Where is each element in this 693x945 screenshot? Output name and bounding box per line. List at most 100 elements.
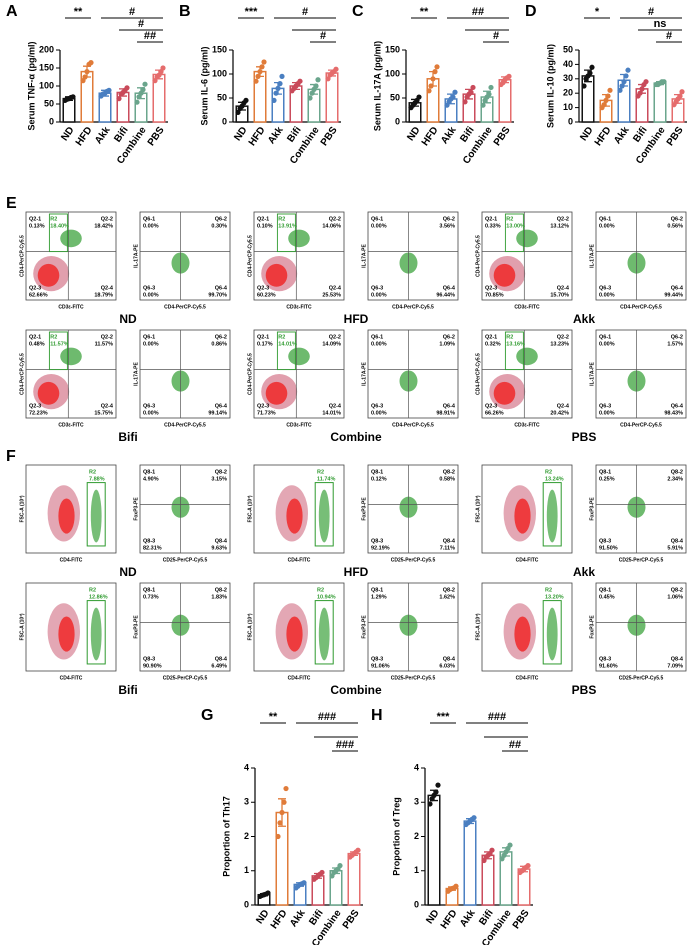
quadrant-label: 92.19%	[371, 545, 390, 551]
quadrant-label: 2.34%	[667, 476, 683, 482]
x-tick-label: Akk	[439, 125, 459, 147]
quadrant-label: 0.00%	[599, 410, 615, 416]
data-point	[253, 78, 259, 84]
y-tick-label: 0	[568, 116, 573, 126]
y-tick-label: 1	[414, 865, 419, 875]
quadrant-label: 13.24%	[545, 476, 564, 482]
flow-y-axis-label: CD4-PerCP-Cy5.5	[475, 235, 481, 277]
event-cloud	[37, 263, 60, 287]
quadrant-label: 71.73%	[257, 410, 276, 416]
flow-x-axis-label: CD4-FITC	[60, 675, 83, 681]
data-point	[623, 73, 629, 79]
y-tick-label: 150	[39, 62, 54, 72]
quadrant-label: 14.01%	[278, 341, 297, 347]
significance-label: ##	[472, 6, 484, 18]
quadrant-label: Q2-2	[557, 334, 569, 340]
flow-y-axis-label: FSC-A (10³)	[19, 613, 25, 640]
group-label: Bifi	[118, 430, 137, 444]
data-point	[617, 87, 623, 93]
quadrant-label: 0.25%	[599, 476, 615, 482]
quadrant-label: Q2-2	[557, 216, 569, 222]
quadrant-label: Q6-3	[371, 285, 383, 291]
data-point	[279, 73, 285, 79]
flow-y-axis-label: FoxP3-PE	[589, 615, 595, 639]
data-point	[433, 789, 439, 795]
y-axis-label: Serum IL-6 (pg/ml)	[199, 46, 209, 125]
quadrant-label: Q8-2	[215, 469, 227, 475]
significance-label: **	[420, 6, 429, 18]
significance-label: #	[302, 6, 308, 18]
quadrant-label: 7.09%	[667, 663, 683, 669]
quadrant-label: Q8-1	[371, 587, 383, 593]
quadrant-label: Q8-2	[443, 587, 455, 593]
data-point	[255, 73, 261, 79]
data-point	[82, 74, 88, 80]
quadrant-label: Q8-4	[443, 656, 456, 662]
y-tick-label: 0	[49, 116, 54, 126]
event-cloud	[514, 616, 531, 652]
bar	[463, 820, 477, 906]
quadrant-label: Q6-2	[671, 334, 683, 340]
group-label: Combine	[330, 683, 382, 697]
x-tick-label: HFD	[420, 125, 441, 148]
quadrant-label: Q8-1	[599, 587, 611, 593]
y-tick-label: 0	[244, 899, 249, 909]
quadrant-label: 0.30%	[211, 223, 227, 229]
data-point	[259, 64, 265, 70]
x-tick-label: HFD	[247, 125, 268, 148]
y-axis-label: Serum IL-10 (pg/ml)	[545, 44, 555, 128]
event-cloud	[493, 263, 516, 287]
quadrant-label: 91.60%	[599, 663, 618, 669]
flow-x-axis-label: CD25-PerCP-Cy5.5	[163, 675, 208, 681]
flow-y-axis-label: IL-17A-PE	[361, 244, 367, 268]
quadrant-label: 7.88%	[89, 476, 105, 482]
flow-plot-frame	[25, 329, 117, 419]
quadrant-label: Q8-1	[143, 469, 155, 475]
data-point	[637, 90, 643, 96]
data-point	[265, 890, 271, 896]
data-point	[337, 863, 343, 869]
significance-label: ###	[318, 711, 336, 723]
quadrant-label: Q8-3	[143, 538, 155, 544]
quadrant-label: Q6-4	[215, 403, 228, 409]
quadrant-label: 1.62%	[439, 594, 455, 600]
data-point	[589, 64, 595, 70]
data-point	[271, 97, 277, 103]
y-axis-label: Proportion of Th17	[221, 796, 231, 877]
event-cloud	[286, 498, 303, 534]
event-cloud	[265, 263, 288, 287]
quadrant-label: 1.57%	[667, 341, 683, 347]
y-axis-label: Serum IL-17A (pg/ml)	[372, 41, 382, 131]
quadrant-label: 99.70%	[208, 292, 227, 298]
flow-y-axis-label: IL-17A-PE	[133, 362, 139, 386]
x-tick-label: PBS	[511, 908, 532, 931]
y-tick-label: 2	[244, 831, 249, 841]
data-point	[453, 883, 459, 889]
x-tick-label: Akk	[612, 125, 632, 147]
event-cloud	[286, 616, 303, 652]
flow-x-axis-label: CD4-FITC	[516, 675, 539, 681]
quadrant-label: 0.00%	[599, 292, 615, 298]
data-point	[273, 90, 279, 96]
quadrant-label: R2	[278, 334, 285, 340]
data-point	[416, 94, 422, 100]
event-cloud	[90, 607, 102, 661]
data-point	[319, 869, 325, 876]
data-point	[277, 820, 283, 826]
data-point	[124, 85, 130, 91]
data-point	[307, 95, 313, 101]
gate	[276, 213, 296, 253]
quadrant-label: Q6-2	[215, 334, 227, 340]
quadrant-label: Q8-4	[215, 656, 228, 662]
significance-label: ns	[654, 18, 667, 30]
group-label: Combine	[330, 430, 382, 444]
gate	[276, 331, 296, 371]
flow-x-axis-label: CD25-PerCP-Cy5.5	[391, 675, 436, 681]
quadrant-label: 12.86%	[89, 594, 108, 600]
quadrant-label: Q2-3	[29, 285, 41, 291]
data-point	[452, 89, 458, 95]
data-point	[450, 94, 456, 100]
event-cloud	[514, 498, 531, 534]
data-point	[84, 69, 90, 75]
